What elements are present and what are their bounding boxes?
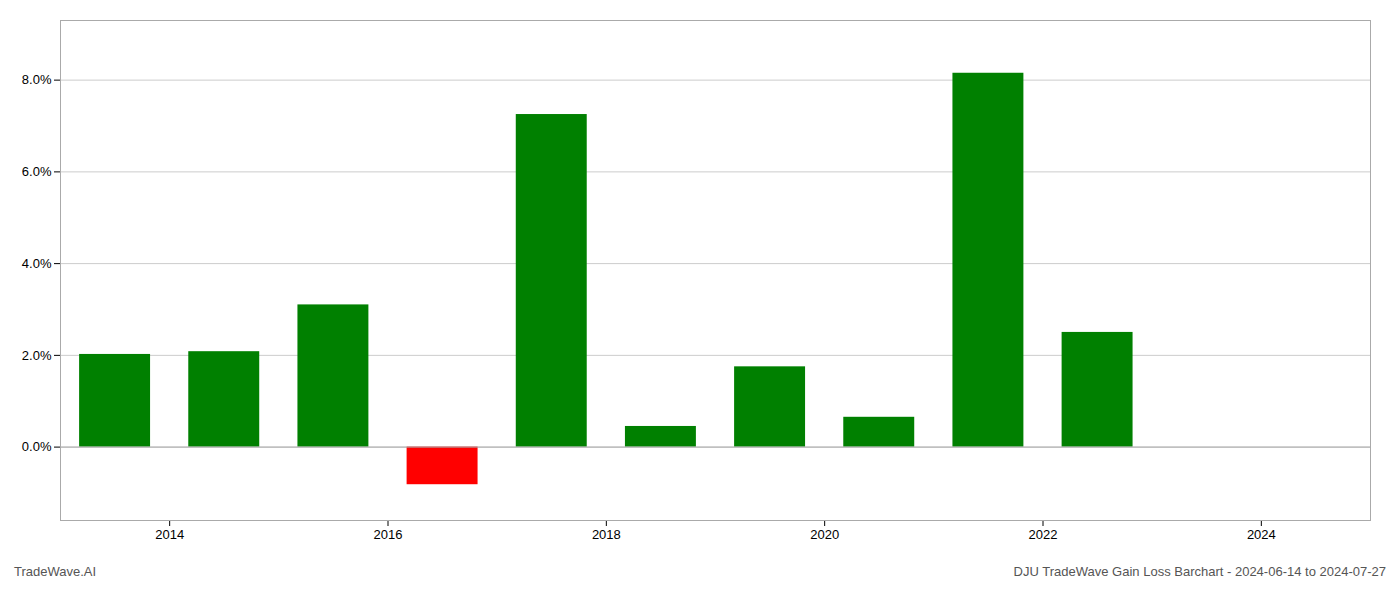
- html-text:TradeWave.AI: TradeWave.AI: [14, 564, 97, 579]
- svg-text:4.0%: 4.0%: [22, 256, 52, 271]
- svg-text:2.0%: 2.0%: [22, 348, 52, 363]
- svg-text:2014: 2014: [155, 527, 184, 542]
- svg-text:2024: 2024: [1247, 527, 1276, 542]
- svg-text:6.0%: 6.0%: [22, 164, 52, 179]
- svg-text:8.0%: 8.0%: [22, 72, 52, 87]
- svg-text:2020: 2020: [810, 527, 839, 542]
- svg-text:2022: 2022: [1029, 527, 1058, 542]
- html-text:DJU TradeWave Gain Loss Barcha: DJU TradeWave Gain Loss Barchart - 2024-…: [1013, 564, 1386, 579]
- svg-text:2018: 2018: [592, 527, 621, 542]
- svg-text:0.0%: 0.0%: [22, 439, 52, 454]
- svg-text:2016: 2016: [374, 527, 403, 542]
